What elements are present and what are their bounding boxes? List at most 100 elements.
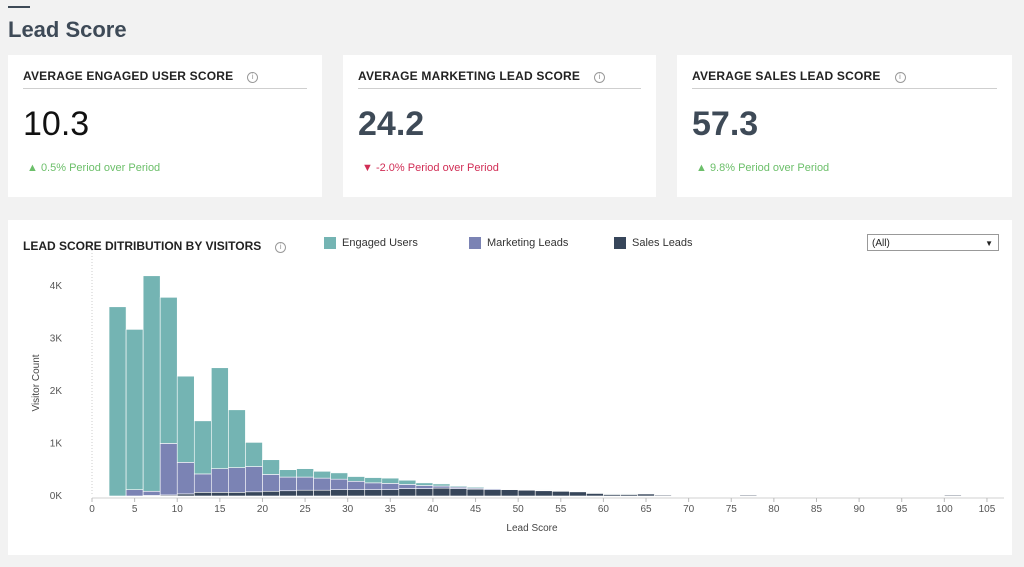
bar-engaged[interactable] [313, 470, 331, 479]
bar-marketing[interactable] [125, 489, 144, 497]
bar-sales[interactable] [483, 489, 502, 497]
x-tick-label: 80 [768, 504, 780, 515]
bar-sales[interactable] [432, 487, 451, 497]
bar-engaged[interactable] [296, 468, 314, 478]
kpi-label: AVERAGE MARKETING LEAD SCORE [358, 69, 581, 83]
bar-sales[interactable] [415, 488, 434, 497]
bar-sales[interactable] [569, 491, 587, 497]
header-accent-bar [8, 6, 30, 8]
bar-engaged[interactable] [483, 487, 502, 489]
bar-sales[interactable] [296, 489, 314, 497]
bar-engaged[interactable] [415, 482, 434, 486]
chart-title: LEAD SCORE DITRIBUTION BY VISITORS i [23, 239, 287, 253]
bar-sales[interactable] [449, 488, 468, 497]
bar-sales[interactable] [228, 492, 246, 497]
bar-engaged[interactable] [398, 479, 417, 485]
bar-marketing[interactable] [193, 473, 212, 493]
info-icon[interactable]: i [275, 242, 287, 253]
bar-marketing[interactable] [159, 443, 178, 496]
bar-sales[interactable] [313, 489, 331, 497]
bar-sales[interactable] [193, 492, 212, 497]
kpi-card-engaged: AVERAGE ENGAGED USER SCORE i 10.3 ▲ 0.5% … [8, 55, 322, 197]
bar-sales[interactable] [534, 490, 553, 497]
bar-marketing[interactable] [330, 478, 349, 490]
bar-sales[interactable] [279, 490, 297, 497]
legend-swatch [469, 237, 481, 249]
x-tick-label: 40 [427, 504, 439, 515]
bar-marketing[interactable] [381, 483, 400, 490]
chart-title-text: LEAD SCORE DITRIBUTION BY VISITORS [23, 239, 262, 253]
bar-engaged[interactable] [466, 486, 485, 489]
info-icon[interactable]: i [594, 72, 606, 83]
filter-dropdown[interactable]: (All) ▼ [867, 234, 999, 251]
x-tick-label: 85 [811, 504, 823, 515]
x-tick-label: 55 [555, 504, 567, 515]
bar-engaged[interactable] [500, 488, 519, 490]
bar-marketing[interactable] [176, 462, 195, 495]
bar-marketing[interactable] [211, 468, 229, 493]
bar-engaged[interactable] [228, 409, 246, 468]
bar-sales[interactable] [398, 488, 417, 497]
bar-marketing[interactable] [262, 474, 280, 492]
legend-item-marketing[interactable]: Marketing Leads [469, 237, 568, 249]
bar-marketing[interactable] [228, 467, 246, 493]
bar-marketing[interactable] [347, 480, 366, 490]
bar-sales[interactable] [211, 492, 229, 497]
x-tick-label: 95 [896, 504, 908, 515]
x-tick-label: 25 [300, 504, 312, 515]
x-tick-label: 75 [726, 504, 738, 515]
bar-engaged[interactable] [125, 329, 144, 490]
bar-engaged[interactable] [347, 476, 366, 482]
bar-sales[interactable] [330, 489, 349, 497]
bar-marketing[interactable] [142, 490, 161, 496]
bar-engaged[interactable] [262, 459, 280, 475]
bar-engaged[interactable] [279, 469, 297, 478]
bar-engaged[interactable] [108, 306, 127, 497]
bar-sales[interactable] [381, 489, 400, 497]
bar-sales[interactable] [245, 491, 263, 497]
bar-marketing[interactable] [296, 476, 314, 491]
filter-selected-value: (All) [872, 238, 890, 249]
bar-marketing[interactable] [432, 485, 451, 489]
bar-engaged[interactable] [381, 477, 400, 484]
bar-marketing[interactable] [415, 485, 434, 489]
legend-label: Marketing Leads [487, 237, 569, 249]
bar-marketing[interactable] [364, 482, 383, 490]
bar-marketing[interactable] [245, 466, 263, 493]
bar-sales[interactable] [586, 493, 604, 497]
bar-engaged[interactable] [159, 297, 178, 444]
y-tick-label: 4K [50, 281, 63, 292]
bar-engaged[interactable] [176, 375, 195, 463]
bar-engaged[interactable] [245, 442, 263, 467]
bar-engaged[interactable] [432, 483, 451, 487]
bar-engaged[interactable] [449, 485, 468, 488]
bar-sales[interactable] [347, 489, 366, 497]
bar-engaged[interactable] [211, 367, 229, 469]
bar-sales[interactable] [551, 490, 570, 497]
bar-sales[interactable] [262, 490, 280, 497]
bar-sales[interactable] [364, 489, 383, 497]
bar-marketing[interactable] [398, 484, 417, 489]
bar-engaged[interactable] [330, 472, 349, 480]
legend-label: Engaged Users [342, 237, 418, 249]
bar-marketing[interactable] [313, 477, 331, 491]
kpi-header: AVERAGE MARKETING LEAD SCORE i [358, 69, 641, 89]
bar-sales[interactable] [517, 489, 536, 497]
legend-item-sales[interactable]: Sales Leads [614, 237, 693, 249]
y-axis-label: Visitor Count [31, 354, 42, 411]
bar-sales[interactable] [176, 493, 195, 497]
bar-sales[interactable] [637, 493, 655, 497]
x-tick-label: 20 [257, 504, 269, 515]
kpi-label: AVERAGE ENGAGED USER SCORE [23, 69, 234, 83]
bar-engaged[interactable] [142, 275, 161, 492]
bar-sales[interactable] [466, 488, 485, 497]
info-icon[interactable]: i [247, 72, 259, 83]
legend-item-engaged[interactable]: Engaged Users [324, 237, 418, 249]
bar-marketing[interactable] [279, 476, 297, 492]
bar-engaged[interactable] [364, 477, 383, 484]
bar-sales[interactable] [500, 489, 519, 497]
bar-engaged[interactable] [193, 420, 212, 475]
histogram-chart: 0K 1K 2K 3K 4K 0 5 10 15 20 25 30 35 40 45 50 55 60 65 70 7… [31, 250, 1004, 534]
info-icon[interactable]: i [894, 72, 906, 83]
bar-engaged[interactable] [517, 488, 536, 490]
